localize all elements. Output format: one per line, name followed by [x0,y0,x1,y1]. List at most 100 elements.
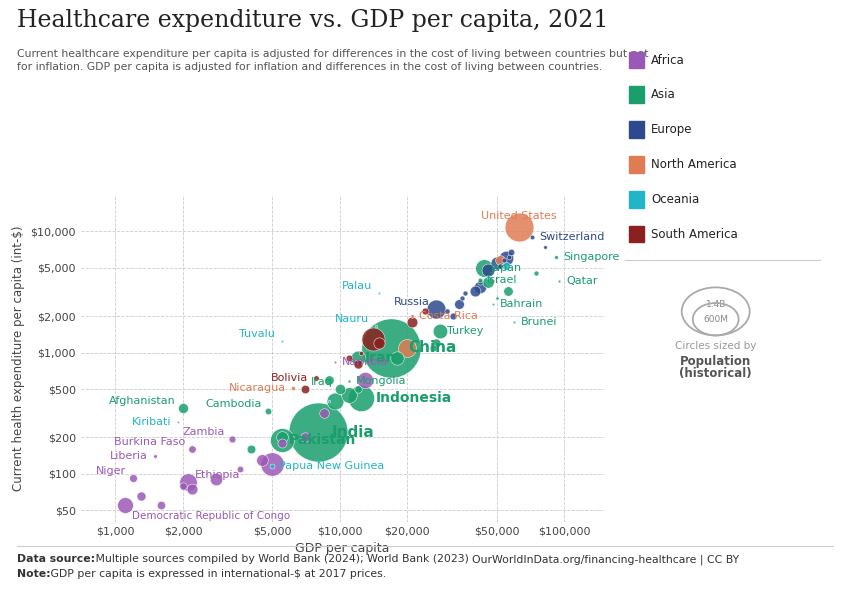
Point [225,434,239,443]
Point [134,491,148,501]
Point [185,484,199,494]
Point [405,311,419,321]
Point [234,464,247,473]
Y-axis label: Current health expenditure per capita (int-$): Current health expenditure per capita (i… [12,226,25,491]
Text: United States: United States [481,211,557,221]
Text: GDP per capita is expressed in international-$ at 2017 prices.: GDP per capita is expressed in internati… [47,569,386,579]
Text: Burkina Faso: Burkina Faso [114,437,185,447]
Point [426,343,439,352]
Point [504,247,518,257]
Point [530,269,543,278]
Point [490,258,503,268]
Text: Kiribati: Kiribati [132,416,171,427]
Point [262,406,275,416]
Point [343,390,356,400]
Text: Healthcare expenditure vs. GDP per capita, 2021: Healthcare expenditure vs. GDP per capit… [17,9,609,32]
Text: Bolivia: Bolivia [271,373,309,383]
Point [538,242,552,251]
Point [482,272,496,282]
Point [275,433,288,442]
Point [265,460,279,469]
Text: Niger: Niger [96,466,127,476]
Point [323,375,337,385]
Text: Liberia: Liberia [110,451,148,461]
Text: Tuvalu: Tuvalu [239,329,275,339]
Text: Pakistan: Pakistan [288,433,356,447]
Point [359,375,372,385]
Text: Indonesia: Indonesia [376,391,451,405]
Point [473,275,486,284]
Text: Zambia: Zambia [183,427,225,437]
Point [473,282,486,292]
Point [455,293,468,303]
Point [430,304,444,314]
Text: Europe: Europe [651,123,693,136]
Point [390,353,404,363]
Point [482,265,496,275]
Point [482,278,496,287]
Text: Iraq: Iraq [311,377,333,387]
Text: Brunei: Brunei [521,317,558,327]
Point [354,348,368,358]
Point [418,307,432,316]
Point [275,336,288,346]
Point [525,232,539,242]
Text: Current healthcare expenditure per capita is adjusted for differences in the cos: Current healthcare expenditure per capit… [17,49,649,73]
Point [468,287,482,296]
Text: Qatar: Qatar [566,276,598,286]
Text: Africa: Africa [651,53,685,67]
Point [490,293,503,303]
Point [405,317,419,326]
Text: Data source:: Data source: [17,554,95,565]
Text: Singapore: Singapore [563,251,619,262]
Point [549,252,563,262]
Text: Israel: Israel [486,275,517,284]
Point [502,252,516,262]
Point [328,396,342,406]
Point [176,481,190,490]
Point [265,461,279,471]
Text: Bahrain: Bahrain [500,299,543,310]
Point [185,444,199,454]
Text: Cambodia: Cambodia [205,399,261,409]
Point [452,299,466,309]
Text: Our World
in Data: Our World in Data [702,13,773,40]
Point [323,396,337,406]
Point [477,263,490,273]
Text: Turkey: Turkey [447,326,484,336]
Point [286,383,300,393]
Text: Palau: Palau [342,281,372,291]
Text: Japan: Japan [491,263,522,273]
Text: Nicaragua: Nicaragua [230,383,286,393]
Point [171,417,184,427]
Point [366,334,379,344]
Text: Circles sized by: Circles sized by [675,341,756,352]
Point [494,261,507,271]
Point [494,256,507,265]
Text: Papua New Guinea: Papua New Guinea [279,461,384,472]
Point [513,222,526,232]
Text: Note:: Note: [17,569,51,579]
Point [400,343,414,352]
Point [430,338,444,348]
Point [351,385,365,394]
Point [501,287,514,296]
Text: Population: Population [680,355,751,368]
Text: OurWorldInData.org/financing-healthcare | CC BY: OurWorldInData.org/financing-healthcare … [472,554,739,565]
Point [507,317,521,326]
Text: Asia: Asia [651,88,676,101]
Point [311,427,325,437]
Text: Russia: Russia [394,297,429,307]
Point [155,500,168,510]
Point [298,385,312,394]
Point [343,376,356,386]
Text: India: India [332,425,375,440]
Point [275,438,288,448]
Text: 1.4B: 1.4B [706,299,726,308]
Point [275,435,288,445]
Point [118,500,132,510]
Text: Switzerland: Switzerland [539,232,604,242]
Text: Mongolia: Mongolia [356,376,406,386]
Text: Afghanistan: Afghanistan [110,396,176,406]
Text: Nauru: Nauru [335,314,369,325]
